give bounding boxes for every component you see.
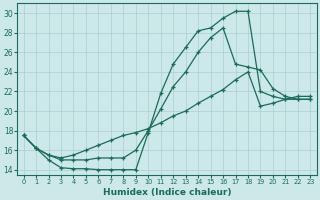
X-axis label: Humidex (Indice chaleur): Humidex (Indice chaleur) [103,188,231,197]
